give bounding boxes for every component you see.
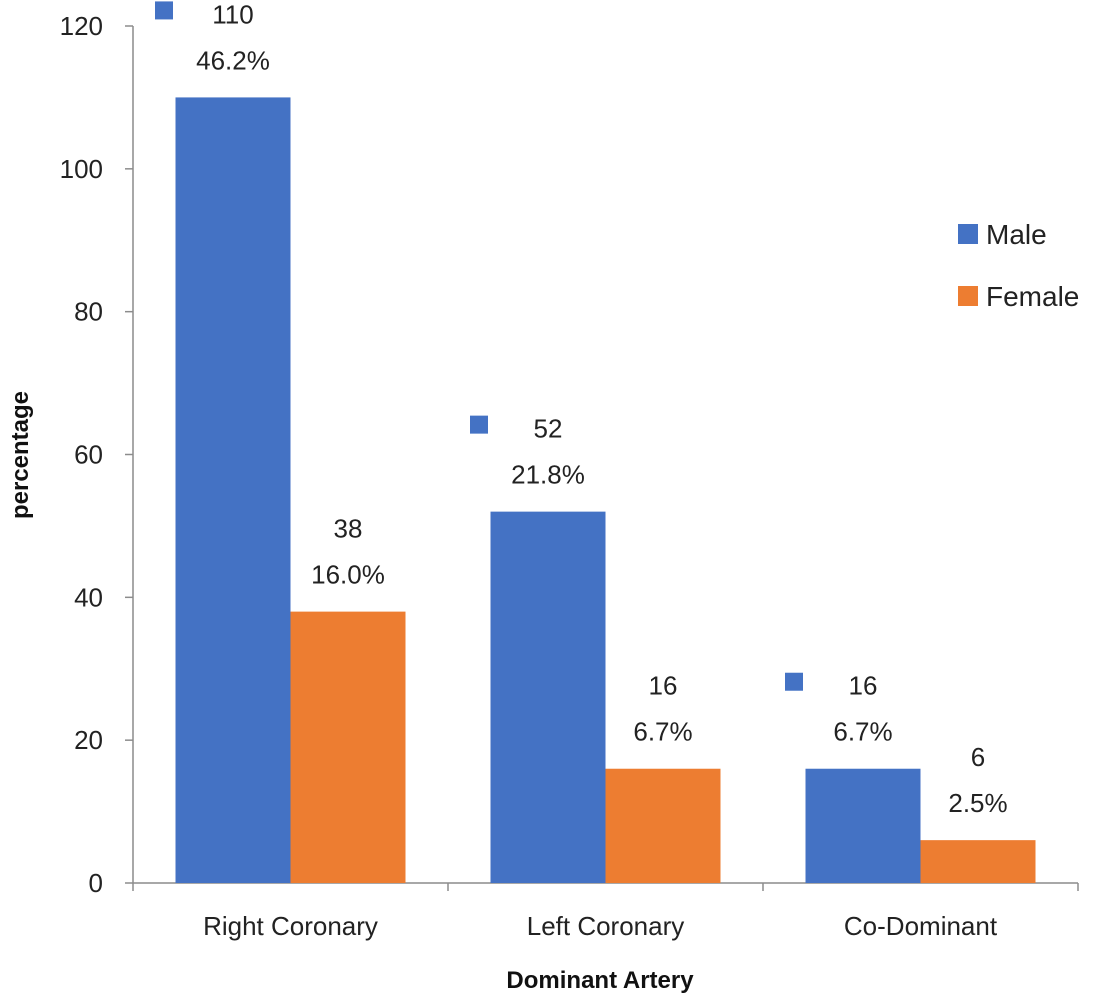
data-label-value: 16	[849, 671, 878, 701]
y-tick-label: 60	[74, 440, 103, 470]
y-axis: 0 20 40 60 80 100 120	[60, 11, 134, 898]
data-label-value: 16	[649, 671, 678, 701]
legend-swatch-female	[958, 286, 978, 306]
legend-label-male: Male	[986, 219, 1047, 250]
data-label-percent: 46.2%	[196, 45, 270, 75]
data-label-value: 110	[212, 0, 253, 29]
y-tick-label: 100	[60, 154, 103, 184]
data-label-value: 52	[534, 414, 563, 444]
data-labels: 110 46.2% 38 16.0% 52 21.8% 16 6.7% 16 6.7% 6 2.5%	[155, 0, 1008, 818]
bar-male	[175, 97, 291, 883]
data-label-percent: 6.7%	[833, 717, 892, 747]
y-tick-label: 80	[74, 297, 103, 327]
legend-label-female: Female	[986, 281, 1079, 312]
data-label-percent: 16.0%	[311, 560, 385, 590]
bars	[175, 97, 1036, 883]
y-tick-label: 0	[89, 868, 103, 898]
data-label-marker	[785, 672, 803, 691]
data-label-percent: 21.8%	[511, 460, 585, 490]
bar-female	[290, 611, 406, 883]
data-label-marker	[155, 1, 173, 20]
y-tick-label: 20	[74, 725, 103, 755]
x-tick-label: Right Coronary	[203, 911, 378, 941]
bar-female	[920, 840, 1036, 883]
data-label-value: 6	[971, 742, 985, 772]
x-tick-label: Co-Dominant	[844, 911, 998, 941]
data-label-percent: 2.5%	[948, 788, 1007, 818]
y-axis-title: percentage	[7, 391, 34, 519]
y-tick-label: 40	[74, 582, 103, 612]
y-tick-label: 120	[60, 11, 103, 41]
legend: Male Female	[958, 219, 1079, 312]
data-label-percent: 6.7%	[633, 717, 692, 747]
bar-male	[805, 768, 921, 883]
bar-male	[490, 511, 606, 883]
x-axis: Right Coronary Left Coronary Co-Dominant	[132, 882, 1079, 941]
x-axis-title: Dominant Artery	[506, 967, 694, 994]
legend-swatch-male	[958, 224, 978, 244]
data-label-marker	[470, 415, 488, 434]
bar-female	[605, 768, 721, 883]
data-label-value: 38	[334, 514, 363, 544]
x-tick-label: Left Coronary	[527, 911, 685, 941]
